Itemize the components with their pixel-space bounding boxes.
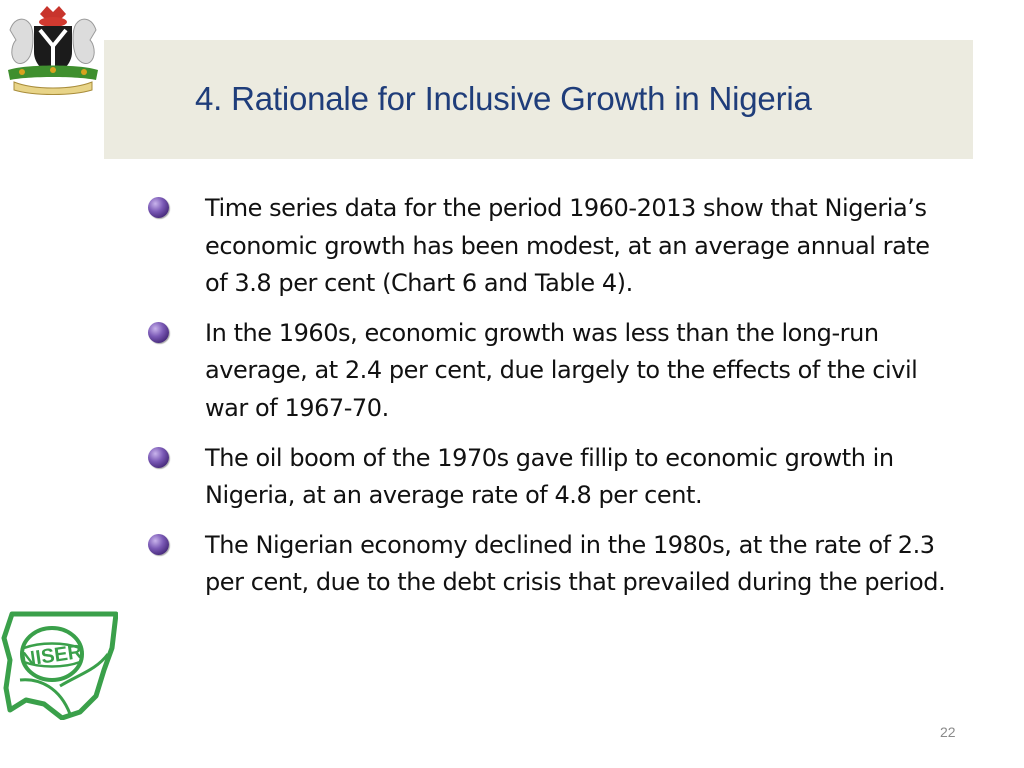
bullet-sphere-icon bbox=[148, 446, 169, 468]
bullet-item-4: The Nigerian economy declined in the 198… bbox=[148, 527, 958, 602]
bullet-list: Time series data for the period 1960-201… bbox=[148, 190, 958, 614]
page-number: 22 bbox=[940, 724, 956, 740]
bullet-sphere-icon bbox=[148, 321, 169, 343]
bullet-item-2: In the 1960s, economic growth was less t… bbox=[148, 315, 958, 428]
bullet-text-1: Time series data for the period 1960-201… bbox=[205, 194, 930, 298]
bullet-item-1: Time series data for the period 1960-201… bbox=[148, 190, 958, 303]
bullet-text-2: In the 1960s, economic growth was less t… bbox=[205, 318, 918, 422]
bullet-sphere-icon bbox=[148, 533, 169, 555]
bullet-text-3: The oil boom of the 1970s gave fillip to… bbox=[205, 443, 894, 510]
coat-of-arms-logo bbox=[8, 6, 98, 95]
title-bar: 4. Rationale for Inclusive Growth in Nig… bbox=[104, 40, 973, 159]
bullet-sphere-icon bbox=[148, 197, 169, 218]
bullet-text-4: The Nigerian economy declined in the 198… bbox=[205, 530, 946, 597]
slide-title: 4. Rationale for Inclusive Growth in Nig… bbox=[195, 80, 812, 117]
bullet-item-3: The oil boom of the 1970s gave fillip to… bbox=[148, 440, 958, 515]
niser-logo: NISER bbox=[1, 611, 118, 720]
